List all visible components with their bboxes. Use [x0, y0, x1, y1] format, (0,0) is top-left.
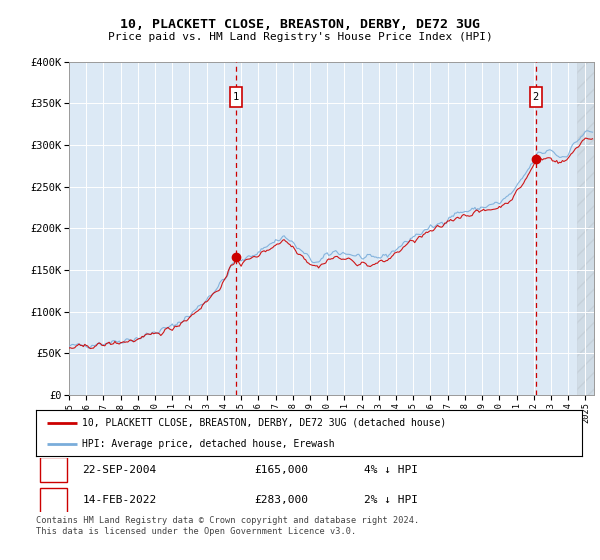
Bar: [530, 87, 542, 106]
Text: £165,000: £165,000: [254, 465, 308, 474]
Text: 10, PLACKETT CLOSE, BREASTON, DERBY, DE72 3UG (detached house): 10, PLACKETT CLOSE, BREASTON, DERBY, DE7…: [82, 418, 446, 428]
Bar: [230, 87, 242, 106]
Text: 4% ↓ HPI: 4% ↓ HPI: [364, 465, 418, 474]
FancyBboxPatch shape: [40, 488, 67, 512]
Text: £283,000: £283,000: [254, 496, 308, 505]
Bar: [577, 62, 594, 395]
FancyBboxPatch shape: [40, 458, 67, 482]
Text: 1: 1: [50, 465, 57, 474]
Text: HPI: Average price, detached house, Erewash: HPI: Average price, detached house, Erew…: [82, 439, 335, 449]
Text: 22-SEP-2004: 22-SEP-2004: [82, 465, 157, 474]
Text: Price paid vs. HM Land Registry's House Price Index (HPI): Price paid vs. HM Land Registry's House …: [107, 32, 493, 43]
Text: 1: 1: [233, 92, 239, 101]
Text: 2: 2: [50, 496, 57, 505]
Text: 2% ↓ HPI: 2% ↓ HPI: [364, 496, 418, 505]
Text: 10, PLACKETT CLOSE, BREASTON, DERBY, DE72 3UG: 10, PLACKETT CLOSE, BREASTON, DERBY, DE7…: [120, 18, 480, 31]
Text: 14-FEB-2022: 14-FEB-2022: [82, 496, 157, 505]
Text: Contains HM Land Registry data © Crown copyright and database right 2024.
This d: Contains HM Land Registry data © Crown c…: [36, 516, 419, 536]
Text: 2: 2: [533, 92, 539, 101]
